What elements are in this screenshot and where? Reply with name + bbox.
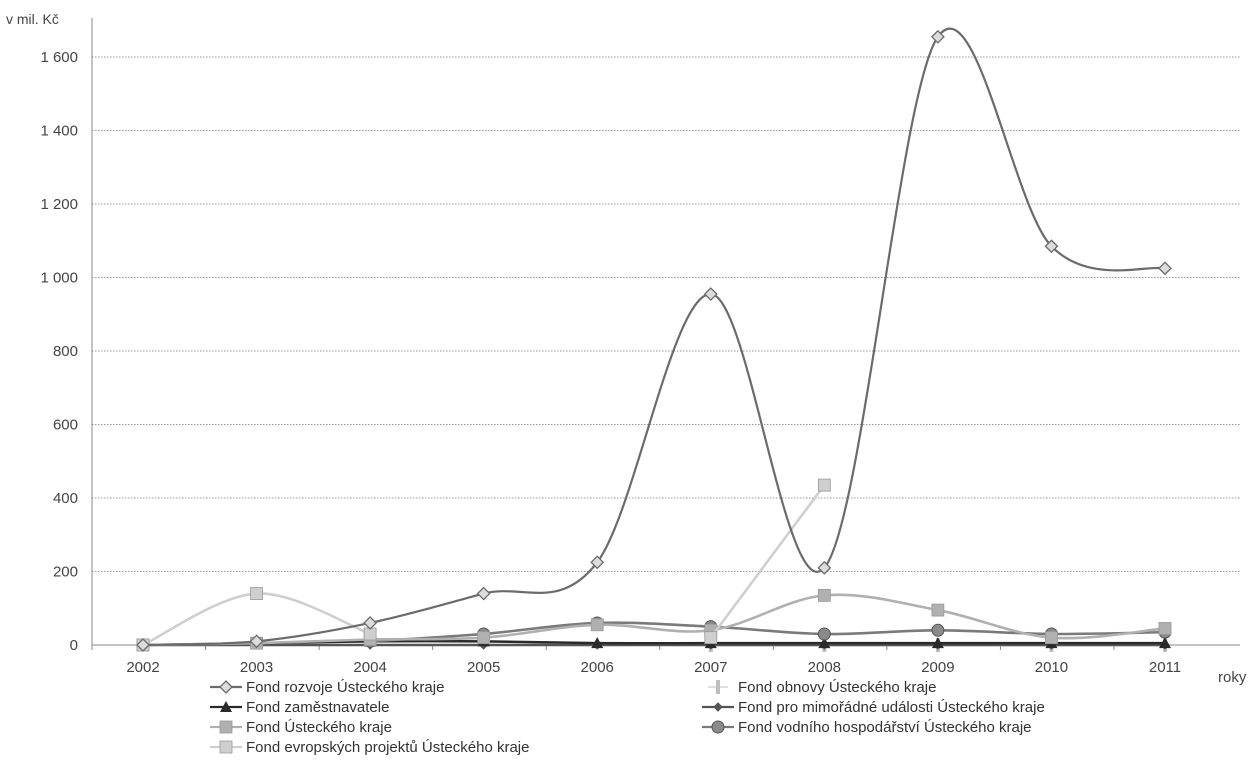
series-line: [370, 621, 1166, 643]
series-line: [142, 27, 1166, 647]
data-point: [1158, 622, 1172, 635]
data-point: [477, 631, 491, 645]
data-point: [817, 478, 831, 492]
data-point: [931, 603, 945, 617]
x-tick-label: 2010: [1035, 659, 1068, 676]
series-line: [142, 593, 1166, 647]
data-point: [590, 618, 604, 632]
data-point: [590, 555, 605, 570]
data-point: [249, 634, 264, 649]
data-point: [1045, 631, 1058, 645]
x-tick-label: 2009: [921, 659, 954, 676]
data-point: [703, 287, 718, 301]
data-point: [817, 627, 831, 641]
y-tick-label: 1 200: [40, 196, 78, 213]
data-point: [1158, 261, 1172, 276]
x-tick-label: 2008: [808, 659, 841, 676]
x-tick-label: 2004: [353, 659, 386, 676]
x-tick-label: 2007: [694, 659, 727, 676]
data-point: [818, 637, 831, 649]
series-0: [136, 27, 1172, 652]
x-tick-label: 2003: [240, 659, 273, 676]
y-tick-label: 600: [53, 417, 78, 434]
data-point: [817, 560, 832, 575]
y-tick-label: 0: [70, 637, 78, 654]
data-point: [931, 623, 945, 637]
data-point: [136, 638, 150, 652]
data-point: [1159, 637, 1171, 649]
y-axis-title: v mil. Kč: [6, 11, 59, 27]
data-point: [1044, 239, 1059, 254]
data-point: [931, 637, 944, 649]
y-tick-label: 1 600: [40, 49, 78, 66]
y-tick-label: 1 400: [40, 123, 78, 140]
data-point: [930, 29, 945, 44]
x-tick-label: 2006: [581, 659, 614, 676]
y-tick-label: 1 000: [40, 270, 78, 287]
data-point: [363, 616, 378, 630]
data-point: [817, 588, 831, 602]
y-tick-label: 800: [53, 343, 78, 360]
x-tick-label: 2005: [467, 659, 500, 676]
y-tick-label: 200: [53, 564, 78, 581]
x-tick-label: 2002: [126, 659, 159, 676]
x-tick-label: 2011: [1149, 659, 1181, 676]
series-3: [136, 478, 831, 652]
series-line: [709, 484, 826, 639]
data-point: [476, 586, 491, 601]
y-tick-label: 400: [53, 490, 78, 507]
data-point: [591, 637, 604, 649]
data-point: [250, 587, 263, 600]
x-axis-title: roky: [1218, 669, 1247, 686]
data-point: [704, 631, 718, 645]
